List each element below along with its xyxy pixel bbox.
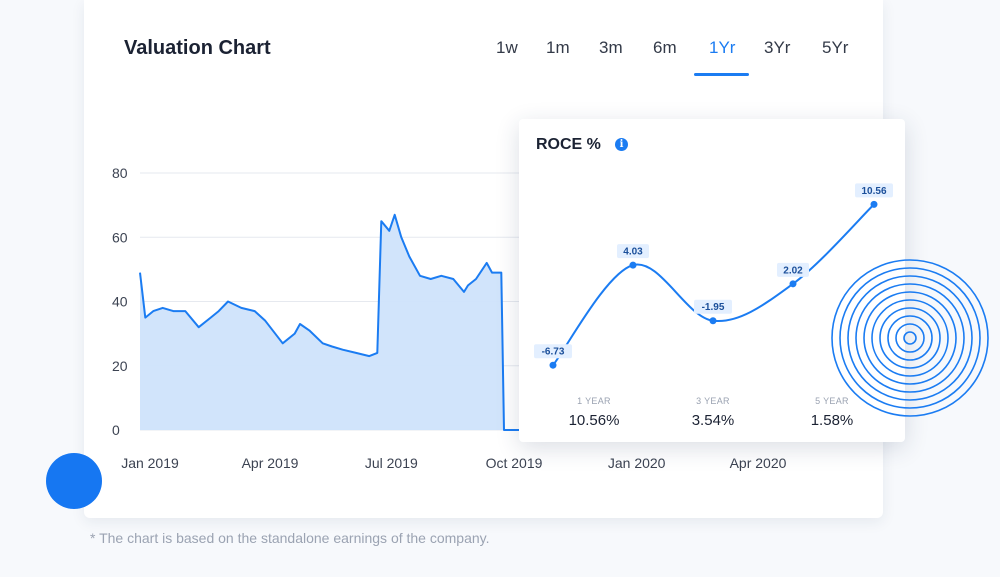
y-tick-label: 80 [112,165,128,181]
footnote: * The chart is based on the standalone e… [90,530,490,546]
x-tick-label: Jan 2020 [608,455,666,471]
y-tick-label: 60 [112,229,128,245]
roce-data-label: 2.02 [783,265,803,276]
roce-point [709,317,717,325]
x-tick-label: Oct 2019 [486,455,543,471]
roce-point [549,361,557,369]
active-tab-underline [694,73,749,76]
roce-point [870,200,878,208]
stat-value-1-year: 10.56% [568,412,620,429]
x-tick-label: Jul 2019 [365,455,418,471]
stat-value-3-year: 3.54% [691,412,735,429]
tab-1w[interactable]: 1w [496,38,518,57]
info-icon[interactable]: i [615,138,628,151]
x-tick-label: Apr 2019 [242,455,299,471]
roce-data-label-bg [617,244,649,259]
roce-line-chart: -6.73 4.03 -1.95 2.02 10.56 [534,183,893,369]
y-tick-label: 0 [112,422,120,438]
roce-data-label-bg [694,299,732,314]
tab-3m[interactable]: 3m [599,38,623,57]
roce-point [789,280,797,288]
tab-1yr[interactable]: 1Yr [709,38,736,57]
tab-5yr[interactable]: 5Yr [822,38,849,57]
roce-card: ROCE % i -6.73 4.03 -1.95 2.02 10.56 1 YEAR … [519,119,905,442]
x-tick-label: Apr 2020 [730,455,787,471]
roce-data-label-bg [777,262,809,277]
roce-data-label: 10.56 [861,186,886,197]
roce-point [629,261,637,269]
decorative-blue-dot [46,453,102,509]
roce-data-label: -6.73 [542,347,565,358]
y-tick-label: 40 [112,294,128,310]
stat-label-1-year: 1 YEAR [577,396,611,406]
stat-value-5-year: 1.58% [810,412,854,429]
y-tick-label: 20 [112,358,128,374]
tab-6m[interactable]: 6m [653,38,677,57]
tab-3yr[interactable]: 3Yr [764,38,791,57]
stat-label-3-year: 3 YEAR [696,396,730,406]
area-fill [140,214,524,430]
roce-data-label-bg [534,344,572,359]
roce-data-label: 4.03 [623,247,643,258]
tab-1m[interactable]: 1m [546,38,570,57]
series-line [139,213,524,431]
roce-title: ROCE % [536,136,601,153]
x-tick-label: Jan 2019 [121,455,179,471]
stat-label-5-year: 5 YEAR [815,396,849,406]
roce-line [552,203,875,366]
roce-data-label: -1.95 [702,302,725,313]
card-title: Valuation Chart [124,37,271,59]
roce-data-label-bg [855,183,893,198]
